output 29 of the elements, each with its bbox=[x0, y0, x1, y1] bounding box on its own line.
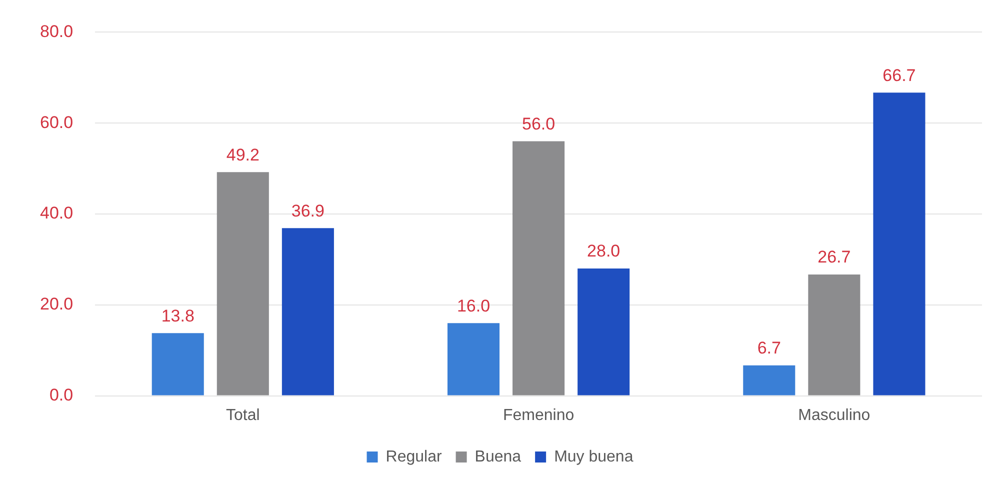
y-tick-label: 80.0 bbox=[40, 22, 74, 41]
x-tick-label: Masculino bbox=[798, 406, 870, 424]
legend-label: Buena bbox=[474, 448, 522, 466]
y-tick-label: 0.0 bbox=[49, 385, 74, 404]
bar bbox=[216, 172, 269, 396]
data-label: 36.9 bbox=[291, 201, 324, 220]
bar bbox=[282, 228, 334, 396]
data-label: 13.8 bbox=[161, 306, 194, 326]
data-label: 6.7 bbox=[757, 338, 781, 358]
bar bbox=[512, 141, 565, 396]
data-label: 28.0 bbox=[587, 242, 620, 261]
legend-label: Regular bbox=[386, 448, 442, 466]
y-tick-label: 60.0 bbox=[40, 112, 74, 132]
legend-label: Muy buena bbox=[554, 448, 634, 466]
bar bbox=[447, 323, 500, 396]
y-tick-label: 40.0 bbox=[40, 204, 74, 223]
data-label: 26.7 bbox=[818, 248, 851, 267]
x-tick-label: Femenino bbox=[502, 406, 574, 424]
bar bbox=[743, 365, 796, 396]
bar bbox=[578, 268, 630, 396]
bar bbox=[873, 92, 926, 396]
y-tick-label: 20.0 bbox=[40, 294, 74, 314]
data-label: 56.0 bbox=[522, 114, 556, 134]
x-tick-label: Total bbox=[226, 406, 260, 424]
data-label: 49.2 bbox=[226, 145, 260, 164]
data-label: 66.7 bbox=[882, 66, 916, 85]
bar bbox=[152, 333, 204, 396]
bar bbox=[808, 274, 860, 396]
data-label: 16.0 bbox=[456, 296, 490, 316]
